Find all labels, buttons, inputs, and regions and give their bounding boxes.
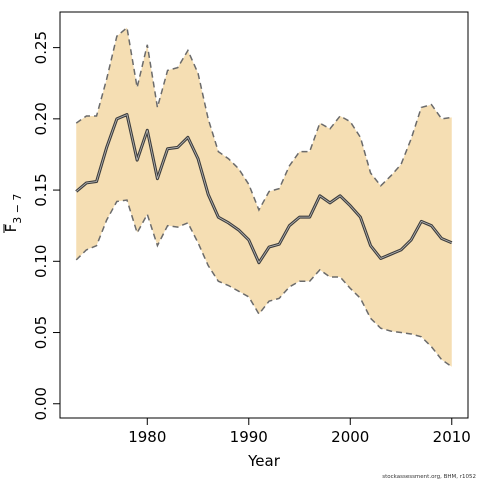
y-axis-label-subscript: 3 − 7 bbox=[11, 194, 24, 224]
credit-text: stockassessment.org, BHM, r1052 bbox=[382, 474, 476, 480]
y-tick-label: 0.10 bbox=[32, 245, 50, 278]
upper-bound-line bbox=[75, 26, 452, 212]
confidence-band-layer bbox=[76, 27, 452, 367]
x-axis: 1980 1990 2000 2010 bbox=[128, 417, 471, 446]
y-tick-label: 0.00 bbox=[32, 387, 50, 420]
y-axis-label: F3 − 7 bbox=[2, 194, 24, 233]
series-line-layer bbox=[75, 26, 453, 368]
y-tick-label: 0.20 bbox=[32, 102, 50, 135]
x-tick-label: 2000 bbox=[331, 428, 369, 446]
y-axis-label-main: F bbox=[2, 224, 20, 233]
x-tick-label: 1980 bbox=[128, 428, 166, 446]
x-axis-label: Year bbox=[247, 452, 281, 470]
confidence-band bbox=[76, 27, 452, 367]
y-tick-label: 0.05 bbox=[32, 316, 50, 349]
y-tick-label: 0.25 bbox=[32, 31, 50, 64]
x-tick-label: 1990 bbox=[230, 428, 268, 446]
lower-bound-line bbox=[75, 199, 453, 368]
y-tick-label: 0.15 bbox=[32, 173, 50, 206]
y-axis: 0.00 0.05 0.10 0.15 0.20 0.25 bbox=[32, 31, 61, 420]
estimate-line-highlight bbox=[75, 114, 452, 264]
x-tick-label: 2010 bbox=[433, 428, 471, 446]
